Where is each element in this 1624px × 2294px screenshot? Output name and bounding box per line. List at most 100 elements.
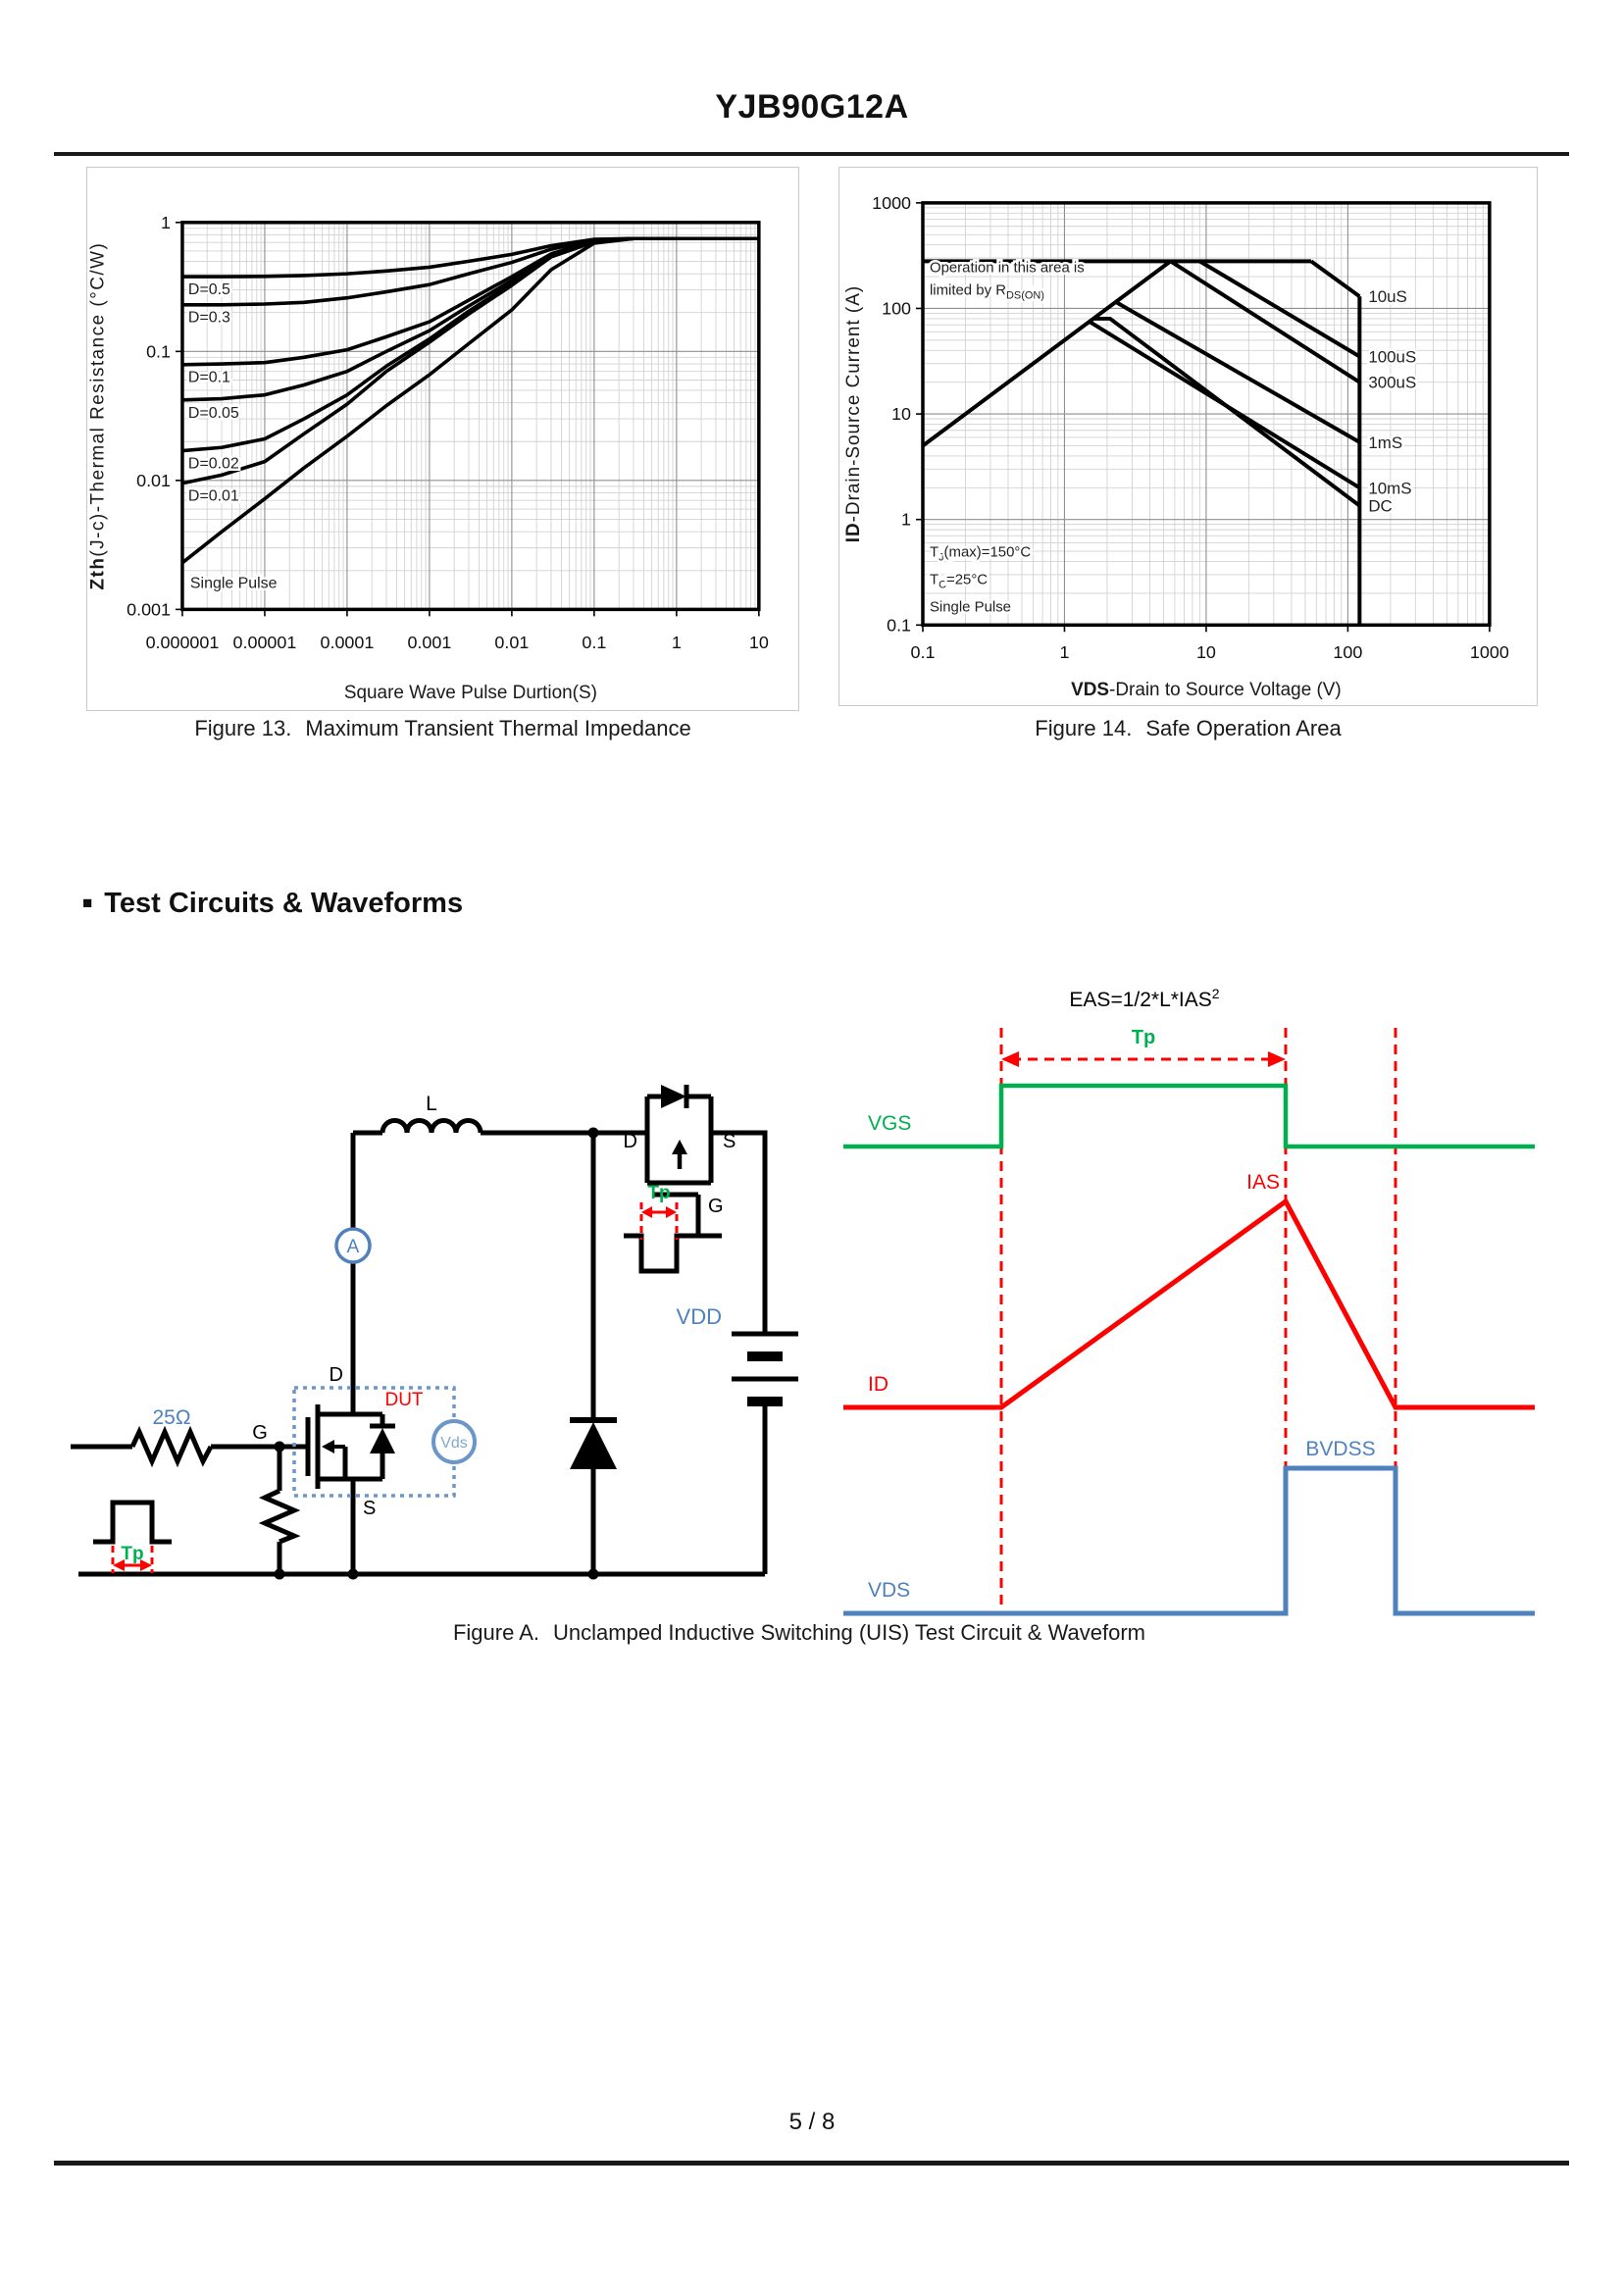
driver-tp-arrowhead-left [641, 1206, 652, 1218]
header-rule [54, 152, 1569, 156]
square-bullet-icon: ■ [82, 893, 93, 912]
page-number: 5 / 8 [788, 2109, 836, 2135]
series-limit [921, 259, 1172, 448]
input-tp-arrowhead-right [140, 1559, 152, 1571]
figureA-caption-text: Unclamped Inductive Switching (UIS) Test… [553, 1620, 1146, 1645]
driver-drain-label: D [624, 1131, 637, 1152]
gate-series-resistor [129, 1425, 214, 1468]
chart14-generated: 0.1 1 10 100 1000 1000 100 10 1 0.1 10uS 100uS 300uS… [872, 193, 1509, 662]
dut-label: DUT [384, 1390, 423, 1410]
x-tick-label: 0.000001 [146, 633, 220, 652]
y-tick-label: 0.1 [146, 341, 171, 361]
tp-dashed-guides [999, 1028, 1397, 1613]
soa-area-note-line1: Operation in this area is [930, 260, 1085, 277]
y-tick-label: 10 [891, 404, 911, 424]
y-tick-label: 100 [882, 298, 911, 318]
input-pulse-symbol [93, 1500, 172, 1545]
curve-label-D=0.1: D=0.1 [188, 370, 230, 386]
junction-dot [274, 1568, 285, 1580]
junction-dot [347, 1568, 359, 1580]
driver-tp-label: Tp [647, 1183, 670, 1203]
circuit-wires [71, 1085, 768, 1577]
section-heading-text: Test Circuits & Waveforms [104, 888, 464, 919]
curve-label-100uS: 100uS [1368, 348, 1416, 367]
vgs-trace [843, 1083, 1535, 1149]
uis-test-circuit-diagram: 25Ω Tp G D S A L DUT Vds VDD D S G Tp [71, 1085, 798, 1580]
x-tick-label: 0.001 [407, 633, 451, 652]
plot-frame [180, 221, 761, 612]
figure13-caption: Figure 13. Maximum Transient Thermal Impe… [86, 716, 799, 741]
series-300uS [1169, 259, 1361, 384]
y-tick-label: 1 [901, 510, 911, 530]
series-100uS [1198, 259, 1361, 359]
curve-label-1mS: 1mS [1368, 433, 1402, 452]
y-tick-label: 1000 [872, 193, 911, 213]
ammeter-label: A [347, 1237, 360, 1257]
figureA-caption: Figure A. Unclamped Inductive Switching (… [0, 1620, 1599, 1646]
uis-waveform-diagram: EAS=1/2*L*IAS2 Tp VGS ID IAS VDS BVDSS [843, 986, 1535, 1616]
gate-node-label: G [252, 1422, 268, 1444]
safe-operation-area-chart: 0.1 1 10 100 1000 1000 100 10 1 0.1 10uS 100uS 300uS… [843, 193, 1509, 700]
junction-dot [587, 1127, 599, 1139]
curve-label-10uS: 10uS [1368, 287, 1407, 306]
figure13-panel: 0.000001 0.00001 0.0001 0.001 0.01 0.1 1 10 1 0.1… [86, 167, 799, 711]
inductor-label: L [426, 1093, 437, 1115]
y-tick-label: 1 [161, 213, 171, 232]
x-tick-label: 1000 [1470, 642, 1509, 662]
id-label: ID [868, 1373, 888, 1396]
dut-body-diode [370, 1428, 395, 1453]
input-tp-arrowhead-left [113, 1559, 125, 1571]
soa-condition-tc: TC=25°C [930, 571, 988, 590]
soa-condition-tj: TJ(max)=150°C [930, 544, 1031, 564]
bvdss-label: BVDSS [1305, 1438, 1375, 1460]
chart13-generated: 0.000001 0.00001 0.0001 0.001 0.01 0.1 1 10 1 0.1… [127, 213, 769, 652]
driver-diode [661, 1085, 686, 1108]
series-10uS [1309, 259, 1361, 298]
inductor-coil [380, 1118, 483, 1134]
x-tick-label: 0.00001 [233, 633, 297, 652]
figure14-caption: Figure 14. Safe Operation Area [838, 716, 1538, 741]
vgs-label: VGS [868, 1112, 911, 1135]
curve-label-D=0.01: D=0.01 [188, 488, 239, 505]
vds-probe-label: Vds [440, 1435, 468, 1452]
y-tick-label: 0.001 [127, 599, 171, 619]
figureA-caption-label: Figure A. [452, 1620, 540, 1645]
y-tick-label: 0.1 [887, 615, 911, 635]
chart14-y-axis-title: ID-Drain-Source Current (A) [843, 285, 864, 542]
vds-label: VDS [868, 1579, 910, 1602]
y-tick-label: 0.01 [136, 471, 171, 490]
curve-label-Single Pulse: Single Pulse [190, 575, 278, 591]
curve-label-D=0.5: D=0.5 [188, 281, 230, 298]
freewheel-diode [570, 1422, 617, 1469]
x-tick-label: 10 [1196, 642, 1216, 662]
input-tp-label: Tp [121, 1544, 143, 1564]
curve-label-D=0.05: D=0.05 [188, 405, 239, 422]
vdd-label: VDD [677, 1304, 722, 1329]
x-tick-label: 0.1 [582, 633, 606, 652]
tp-label: Tp [1132, 1027, 1155, 1048]
figure14-caption-label: Figure 14. [1035, 716, 1133, 740]
curve-label-D=0.02: D=0.02 [188, 455, 239, 472]
curve-label-10mS: 10mS [1368, 479, 1411, 497]
dut-source-label: S [363, 1498, 376, 1519]
driver-tp-arrowhead-right [666, 1206, 677, 1218]
curve-label-300uS: 300uS [1368, 374, 1416, 392]
driver-source-label: S [723, 1131, 736, 1152]
chart13-x-axis-title: Square Wave Pulse Durtion(S) [344, 683, 597, 703]
dut-drain-label: D [330, 1364, 343, 1386]
input-tp-dashes [111, 1546, 154, 1573]
chart14-x-axis-title: VDS-Drain to Source Voltage (V) [1071, 680, 1342, 700]
driver-pulse-symbol [624, 1233, 722, 1274]
thermal-impedance-chart: 0.000001 0.00001 0.0001 0.001 0.01 0.1 1 10 1 0.1… [87, 213, 769, 703]
page-title: YJB90G12A [715, 88, 909, 126]
series-DC [1092, 316, 1361, 508]
tp-arrowhead-right [1268, 1051, 1286, 1067]
junction-dot [587, 1568, 599, 1580]
section-heading-test-circuits: ■ Test Circuits & Waveforms [82, 888, 463, 920]
x-tick-label: 0.01 [494, 633, 529, 652]
ias-label: IAS [1246, 1171, 1280, 1194]
x-tick-label: 1 [672, 633, 682, 652]
tp-arrowhead-left [1001, 1051, 1019, 1067]
figure13-caption-label: Figure 13. [194, 716, 292, 740]
